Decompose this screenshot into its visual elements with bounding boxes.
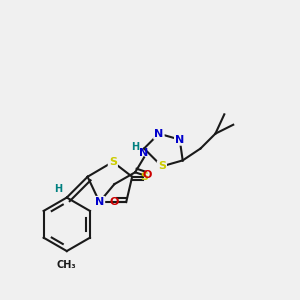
Text: N: N [140,148,149,158]
Text: H: H [54,184,62,194]
Text: S: S [109,157,117,167]
Text: N: N [175,135,184,145]
Text: CH₃: CH₃ [57,260,76,270]
Text: S: S [140,172,148,182]
Text: N: N [154,129,164,139]
Text: H: H [131,142,139,152]
Text: O: O [142,170,152,180]
Text: N: N [95,197,104,207]
Text: O: O [110,197,119,207]
Text: S: S [158,161,166,171]
